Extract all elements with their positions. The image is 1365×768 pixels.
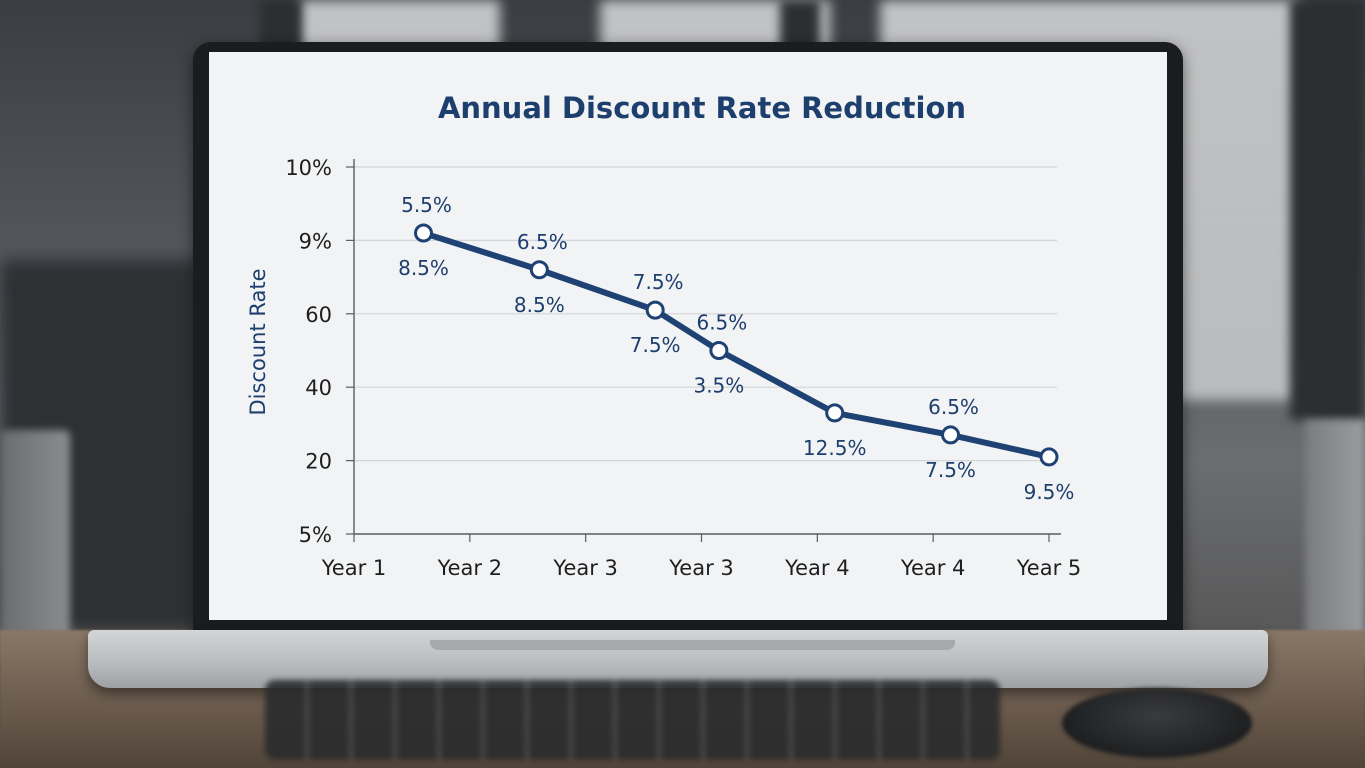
data-label-above: 7.5% (633, 270, 684, 294)
background-window-frame (1290, 0, 1365, 420)
data-point (645, 300, 665, 320)
x-tick-label: Year 3 (552, 556, 618, 580)
data-series (420, 230, 1052, 460)
data-label-below: 12.5% (803, 436, 867, 460)
y-tick-label: 20 (305, 450, 332, 474)
y-tick-label: 9% (299, 229, 332, 253)
y-axis-label: Discount Rate (246, 268, 270, 415)
y-tick-labels: 10% 9% 60 40 20 5% (285, 156, 332, 547)
y-tick-label: 60 (305, 303, 332, 327)
y-tick-label: 10% (285, 156, 332, 180)
y-tick-label: 5% (299, 523, 332, 547)
background-pen-cup (0, 430, 70, 660)
x-tick-label: Year 2 (437, 556, 503, 580)
data-points (414, 223, 1059, 467)
data-label-below: 8.5% (398, 256, 449, 280)
laptop-screen: Annual Discount Rate Reduction Discount … (209, 52, 1167, 620)
mouse (1062, 688, 1252, 758)
data-label-below: 9.5% (1024, 480, 1075, 504)
x-tick-label: Year 5 (1016, 556, 1082, 580)
data-point (709, 341, 729, 360)
data-point (1039, 447, 1059, 467)
x-tick-labels: Year 1 Year 2 Year 3 Year 3 Year 4 Year 4 Year… (321, 556, 1082, 580)
data-labels: 5.5% 8.5% 6.5% 8.5% 7.5% 7.5% 6.5% 3.5% 12.5% 6.5… (398, 193, 1074, 504)
background-object (1305, 420, 1365, 660)
data-point (529, 260, 549, 280)
y-tick-label: 40 (305, 376, 332, 400)
chart-title: Annual Discount Rate Reduction (438, 91, 966, 125)
data-label-above: 5.5% (401, 193, 452, 217)
laptop-trackpad-notch (430, 640, 955, 650)
data-label-below: 8.5% (514, 293, 565, 317)
x-tick-label: Year 4 (900, 556, 966, 580)
x-tick-label: Year 4 (784, 556, 850, 580)
laptop-base (88, 630, 1268, 688)
grid-lines (354, 166, 1057, 462)
data-point (941, 425, 961, 445)
data-label-below: 7.5% (925, 458, 976, 482)
data-point (414, 223, 433, 243)
data-label-above: 6.5% (696, 311, 747, 335)
data-label-above: 6.5% (928, 395, 979, 419)
keyboard (265, 680, 1000, 760)
x-tick-label: Year 3 (668, 556, 734, 580)
axes (346, 159, 1061, 542)
series-line (420, 230, 1052, 460)
data-point (825, 403, 845, 423)
data-label-above: 6.5% (517, 230, 568, 254)
x-tick-label: Year 1 (321, 556, 387, 580)
data-label-below: 3.5% (693, 374, 744, 398)
line-chart: Annual Discount Rate Reduction Discount … (246, 91, 1082, 580)
data-label-below: 7.5% (630, 333, 681, 357)
